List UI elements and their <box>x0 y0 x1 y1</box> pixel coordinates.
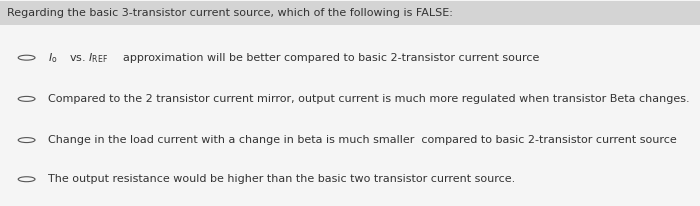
Text: $I_{\mathrm{o}}$: $I_{\mathrm{o}}$ <box>48 51 57 64</box>
Text: Compared to the 2 transistor current mirror, output current is much more regulat: Compared to the 2 transistor current mir… <box>48 94 690 104</box>
Text: vs. $I_{\mathrm{REF}}$: vs. $I_{\mathrm{REF}}$ <box>69 51 108 64</box>
Text: approximation will be better compared to basic 2-transistor current source: approximation will be better compared to… <box>123 53 540 63</box>
Text: Change in the load current with a change in beta is much smaller  compared to ba: Change in the load current with a change… <box>48 135 676 145</box>
Text: The output resistance would be higher than the basic two transistor current sour: The output resistance would be higher th… <box>48 174 515 184</box>
FancyBboxPatch shape <box>0 1 700 25</box>
Text: Regarding the basic 3-transistor current source, which of the following is FALSE: Regarding the basic 3-transistor current… <box>7 8 453 18</box>
